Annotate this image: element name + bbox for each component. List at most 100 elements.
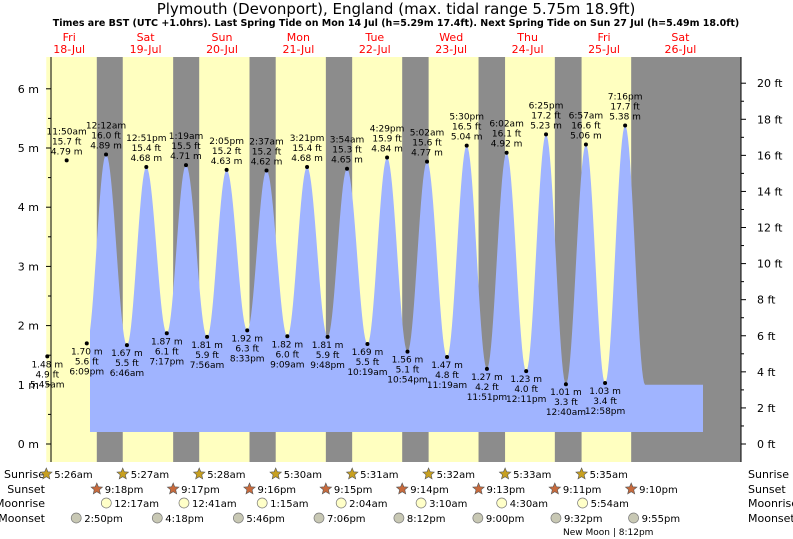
sunset-time: 9:11pm — [563, 485, 602, 496]
left-axis-tick-label: 0 m — [18, 438, 39, 451]
tide-feet-label: 15.3 ft — [332, 146, 362, 156]
sunset-time: 9:18pm — [105, 485, 144, 496]
day-name-label: Fri — [597, 31, 610, 44]
moonset-icon — [70, 512, 82, 524]
day-name-label: Mon — [287, 31, 310, 44]
tide-metres-label: 4.68 m — [291, 154, 323, 164]
right-axis-tick-label: 16 ft — [757, 149, 783, 162]
tide-time-label: 12:51pm — [126, 134, 166, 144]
low-tide-point — [245, 328, 250, 333]
day-date-label: 26-Jul — [664, 43, 696, 56]
row-label-moonset: Moonset — [0, 512, 46, 525]
day-name-label: Wed — [439, 31, 463, 44]
tide-metres-label: 1.70 m — [71, 347, 103, 357]
moonset-icon — [550, 512, 562, 524]
moonset-icon — [151, 512, 163, 524]
tide-time-label: 11:19am — [427, 381, 467, 391]
tide-metres-label: 4.92 m — [491, 140, 523, 150]
left-axis-tick-label: 2 m — [18, 320, 39, 333]
right-axis-tick-label: 8 ft — [757, 294, 776, 307]
moonrise-icon — [496, 497, 508, 509]
tide-time-label: 7:16pm — [608, 93, 643, 103]
tide-metres-label: 4.89 m — [90, 142, 122, 152]
tide-metres-label: 4.79 m — [51, 147, 83, 157]
moonrise-icon — [577, 497, 588, 509]
low-tide-point — [84, 341, 89, 346]
low-tide-point — [484, 366, 489, 371]
row-label-moonset-right: Moonset — [748, 512, 793, 525]
moonset-icon — [628, 512, 639, 524]
sunrise-time: 5:27am — [131, 470, 169, 481]
tide-metres-label: 1.92 m — [231, 334, 263, 344]
day-date-label: 21-Jul — [282, 43, 314, 56]
tide-curve-area — [90, 125, 703, 432]
tide-metres-label: 1.03 m — [589, 387, 621, 397]
tide-time-label: 3:21pm — [290, 134, 325, 144]
tide-feet-label: 6.0 ft — [275, 350, 299, 360]
sunset-icon — [166, 482, 180, 495]
moonset-icon — [233, 512, 244, 524]
low-tide-point — [405, 349, 410, 354]
tide-metres-label: 1.82 m — [271, 340, 303, 350]
tide-feet-label: 6.3 ft — [235, 344, 259, 354]
tide-time-label: 10:19am — [347, 368, 387, 378]
moonset-time: 7:06pm — [327, 514, 366, 525]
right-axis-tick-label: 12 ft — [757, 222, 783, 235]
tide-feet-label: 16.1 ft — [492, 130, 522, 140]
tide-time-label: 12:11pm — [506, 395, 546, 405]
sunrise-icon — [345, 467, 359, 480]
tide-time-label: 6:46am — [110, 369, 145, 379]
sunset-icon — [395, 482, 409, 495]
moonset-time: 9:00pm — [486, 514, 525, 525]
high-tide-point — [183, 163, 188, 168]
high-tide-point — [504, 150, 509, 155]
row-label-moonrise: Moonrise — [0, 497, 45, 510]
high-tide-point — [623, 123, 628, 128]
tide-time-label: 5:30pm — [449, 113, 484, 123]
low-tide-point — [445, 354, 450, 359]
moonset-time: 9:55pm — [642, 514, 681, 525]
tide-feet-label: 5.5 ft — [356, 358, 380, 368]
moonset-time: 8:12pm — [407, 514, 446, 525]
high-tide-point — [224, 167, 229, 172]
tide-time-label: 1:19am — [169, 132, 204, 142]
sunset-icon — [243, 482, 256, 495]
high-tide-point — [144, 164, 149, 169]
tide-time-label: 11:50am — [47, 127, 87, 137]
right-axis-tick-label: 20 ft — [757, 77, 783, 90]
tide-feet-label: 5.6 ft — [75, 357, 99, 367]
high-tide-point — [583, 142, 588, 147]
day-name-label: Thu — [516, 31, 538, 44]
tide-feet-label: 5.1 ft — [396, 366, 420, 376]
chart-subtitle: Times are BST (UTC +1.0hrs). Last Spring… — [53, 18, 740, 29]
low-tide-point — [603, 381, 608, 386]
daylight-band — [46, 57, 97, 462]
sunrise-icon — [422, 467, 436, 480]
right-axis-tick-label: 0 ft — [757, 438, 776, 451]
tide-feet-label: 5.9 ft — [316, 351, 340, 361]
moonrise-time: 1:15am — [270, 499, 308, 510]
sunset-icon — [319, 482, 333, 495]
day-name-label: Sat — [671, 31, 690, 44]
tide-metres-label: 1.27 m — [471, 373, 503, 383]
sunrise-time: 5:30am — [284, 470, 322, 481]
sunrise-icon — [116, 467, 130, 480]
tide-time-label: 5:02am — [410, 129, 445, 139]
moonset-icon — [472, 512, 484, 524]
tide-metres-label: 4.77 m — [411, 149, 443, 159]
tide-feet-label: 17.2 ft — [531, 111, 561, 121]
tide-feet-label: 4.8 ft — [435, 371, 459, 381]
day-name-label: Sat — [137, 31, 156, 44]
high-tide-point — [385, 155, 390, 160]
tide-feet-label: 4.9 ft — [35, 370, 59, 380]
tide-feet-label: 3.3 ft — [554, 398, 578, 408]
sunrise-time: 5:32am — [437, 470, 475, 481]
tide-feet-label: 15.6 ft — [412, 139, 442, 149]
tide-metres-label: 1.67 m — [111, 349, 143, 359]
tide-metres-label: 4.71 m — [170, 152, 202, 162]
tide-time-label: 6:25pm — [529, 101, 564, 111]
tide-metres-label: 1.81 m — [191, 341, 223, 351]
day-date-label: 25-Jul — [588, 43, 620, 56]
tide-feet-label: 4.2 ft — [475, 383, 499, 393]
tide-feet-label: 3.4 ft — [593, 397, 617, 407]
